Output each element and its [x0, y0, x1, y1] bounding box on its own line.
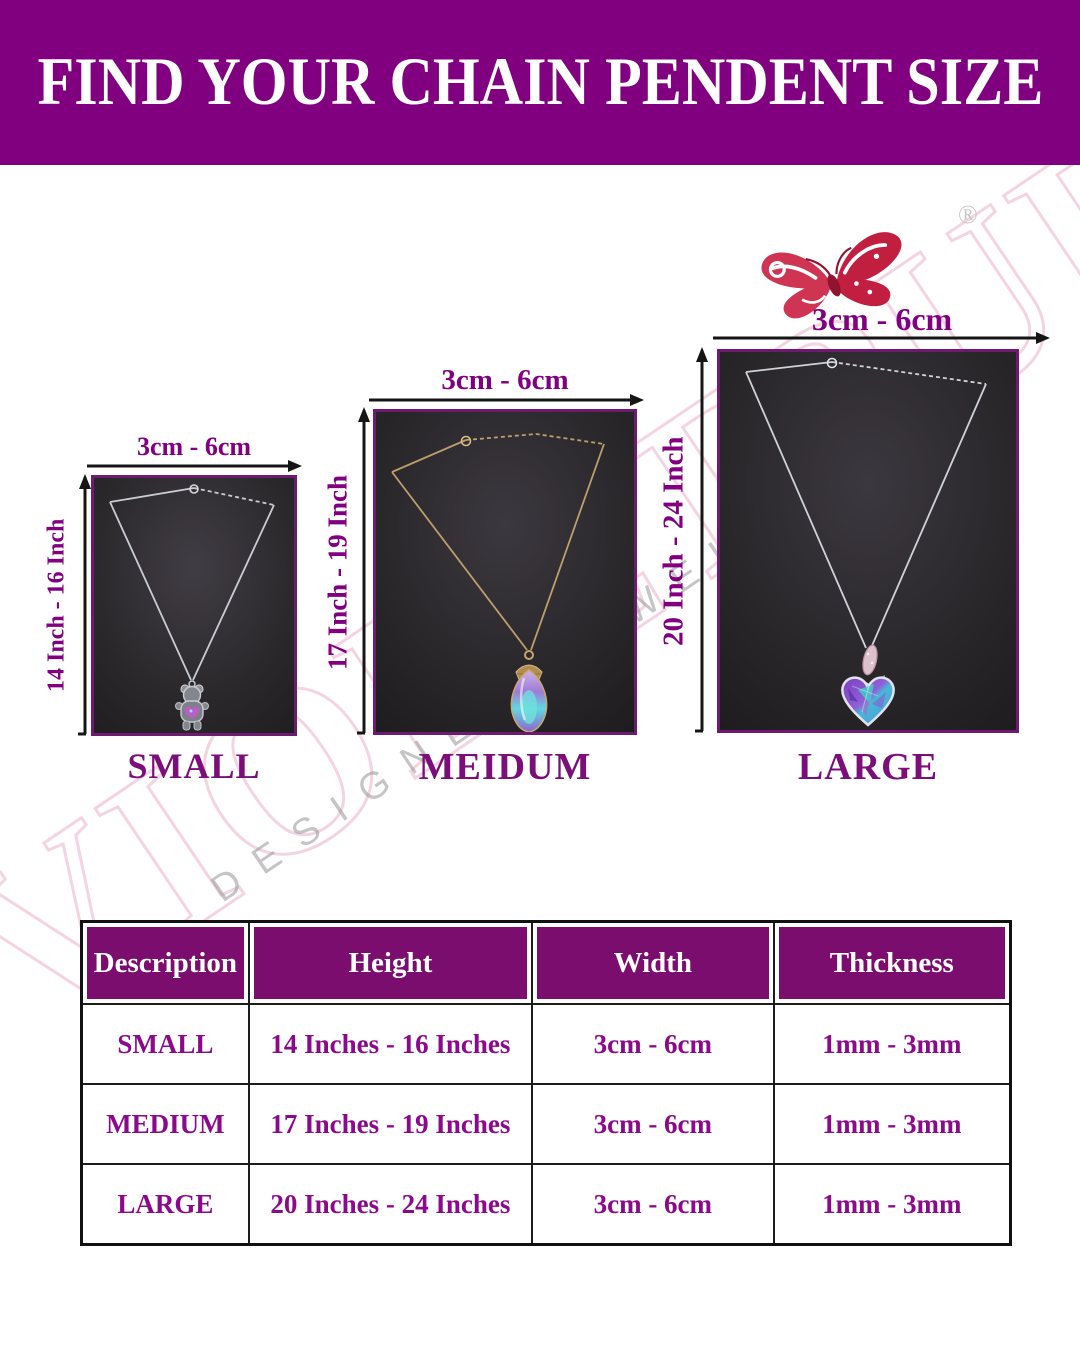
large-width-label: 3cm - 6cm — [811, 301, 953, 337]
large-necklace-graphic — [720, 352, 1016, 730]
small-length-label: 14 Inch - 16 Inch — [43, 518, 70, 693]
medium-width-arrow — [369, 394, 644, 406]
cell-large-width: 3cm - 6cm — [531, 1163, 775, 1246]
cell-large-height: 20 Inches - 24 Inches — [247, 1163, 534, 1246]
small-width-arrow — [87, 460, 302, 472]
teddy-bear-pendant-icon — [175, 680, 209, 731]
cell-small-desc: SMALL — [80, 1003, 250, 1085]
cell-small-height: 14 Inches - 16 Inches — [247, 1003, 534, 1085]
page-title: FIND YOUR CHAIN PENDENT SIZE — [37, 44, 1043, 120]
small-size-title: SMALL — [127, 746, 261, 786]
medium-height-arrow — [357, 407, 370, 735]
large-height-arrow — [695, 347, 708, 733]
table-header-row: Description Height Width Thickness — [80, 920, 1012, 1005]
medium-length-label: 17 Inch - 19 Inch — [322, 474, 353, 670]
registered-trademark-icon: ® — [958, 200, 978, 229]
silver-chain — [109, 487, 275, 681]
large-length-label: 20 Inch - 24 Inch — [657, 436, 690, 646]
silver-chain — [745, 361, 987, 649]
heart-pendant-icon — [841, 644, 895, 727]
gold-chain — [391, 433, 605, 651]
butterfly-logo-icon — [761, 232, 902, 319]
medium-necklace-graphic — [376, 412, 634, 733]
large-size-title: LARGE — [797, 746, 939, 788]
cell-medium-thickness: 1mm - 3mm — [772, 1083, 1012, 1165]
teardrop-pendant-icon — [510, 650, 548, 733]
size-spec-table: Description Height Width Thickness SMALL… — [80, 920, 1012, 1246]
cell-medium-desc: MEDIUM — [80, 1083, 250, 1165]
header-width: Width — [531, 920, 775, 1005]
medium-necklace-photo — [373, 409, 637, 735]
small-width-label: 3cm - 6cm — [136, 432, 252, 461]
header-description: Description — [80, 920, 250, 1005]
cell-large-thickness: 1mm - 3mm — [772, 1163, 1012, 1246]
header-banner: FIND YOUR CHAIN PENDENT SIZE — [0, 0, 1080, 165]
cell-small-thickness: 1mm - 3mm — [772, 1003, 1012, 1085]
cell-small-width: 3cm - 6cm — [531, 1003, 775, 1085]
table-row-large: LARGE 20 Inches - 24 Inches 3cm - 6cm 1m… — [80, 1163, 1012, 1246]
small-necklace-photo — [91, 475, 297, 736]
small-necklace-graphic — [94, 478, 294, 733]
medium-width-label: 3cm - 6cm — [441, 364, 569, 396]
cell-medium-height: 17 Inches - 19 Inches — [247, 1083, 534, 1165]
medium-size-title: MEIDUM — [418, 746, 592, 788]
large-width-arrow — [713, 332, 1050, 344]
cell-medium-width: 3cm - 6cm — [531, 1083, 775, 1165]
cell-large-desc: LARGE — [80, 1163, 250, 1246]
small-height-arrow — [78, 474, 91, 736]
header-thickness: Thickness — [772, 920, 1012, 1005]
header-height: Height — [247, 920, 534, 1005]
table-row-medium: MEDIUM 17 Inches - 19 Inches 3cm - 6cm 1… — [80, 1083, 1012, 1165]
large-necklace-photo — [717, 349, 1019, 733]
table-row-small: SMALL 14 Inches - 16 Inches 3cm - 6cm 1m… — [80, 1003, 1012, 1085]
